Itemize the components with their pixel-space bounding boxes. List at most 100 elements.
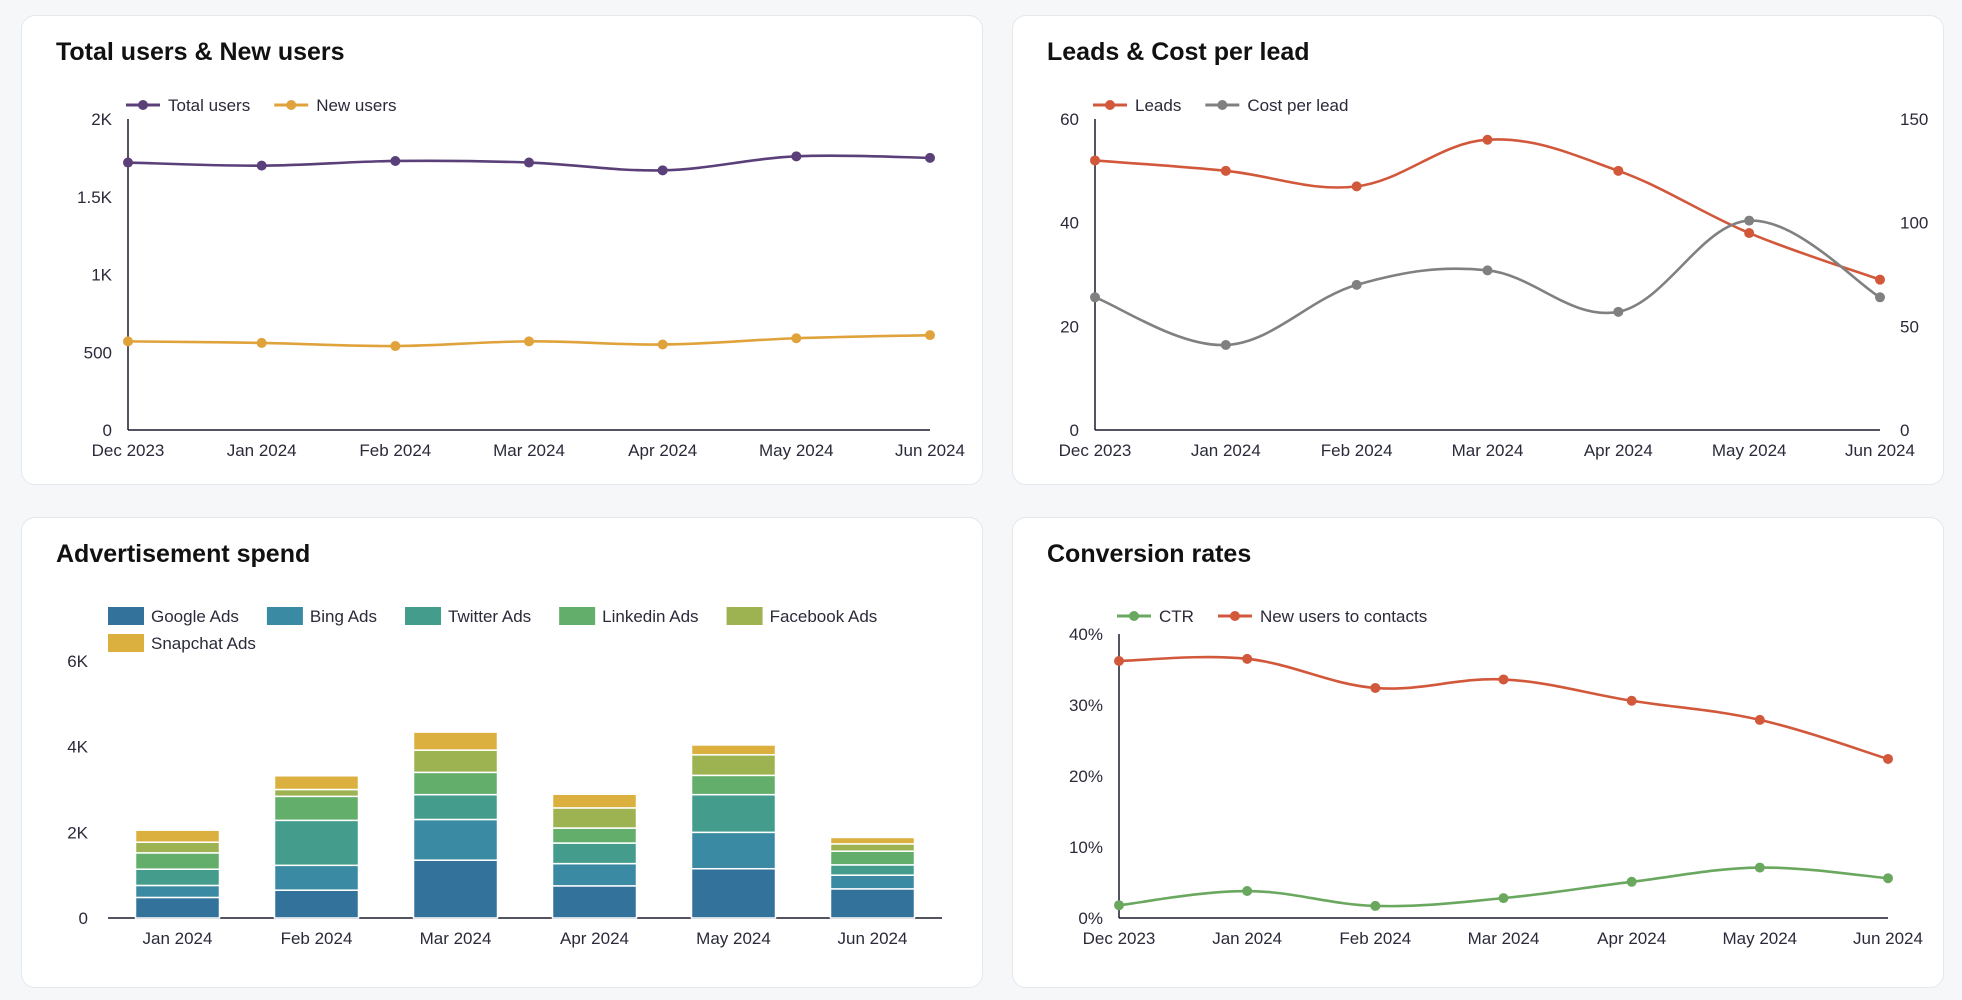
data-point-leads (1221, 166, 1231, 176)
x-tick-label: Mar 2024 (1468, 929, 1540, 948)
data-point-cost_per_lead (1613, 307, 1623, 317)
legend-label-new_users: New users (316, 96, 396, 115)
data-point-cost_per_lead (1744, 216, 1754, 226)
bar-segment-facebook_ads (553, 808, 637, 828)
legend-label-facebook_ads: Facebook Ads (770, 607, 878, 626)
bar-segment-bing_ads (692, 832, 776, 868)
data-point-total_users (123, 158, 133, 168)
x-tick-label: Dec 2023 (1083, 929, 1156, 948)
bar-segment-google_ads (136, 897, 220, 918)
legend-marker-new_users (286, 100, 296, 110)
x-tick-label: Jan 2024 (1191, 441, 1261, 460)
data-point-new_users (123, 336, 133, 346)
data-point-ctr (1242, 886, 1252, 896)
data-point-leads (1744, 228, 1754, 238)
data-point-new_users (791, 333, 801, 343)
bar-segment-linkedin_ads (275, 796, 359, 820)
data-point-new_users (257, 338, 267, 348)
data-point-new_users_to_contacts (1370, 683, 1380, 693)
y-tick-label: 1K (91, 266, 112, 285)
legend-marker-new_users_to_contacts (1230, 611, 1240, 621)
legend-marker-total_users (138, 100, 148, 110)
x-tick-label: Apr 2024 (1584, 441, 1653, 460)
bar-segment-snapchat_ads (831, 837, 915, 843)
x-tick-label: Apr 2024 (628, 441, 697, 460)
bar-segment-facebook_ads (414, 750, 498, 772)
y-tick-label: 30% (1069, 696, 1103, 715)
bar-segment-linkedin_ads (553, 828, 637, 843)
data-point-total_users (925, 153, 935, 163)
data-point-cost_per_lead (1090, 292, 1100, 302)
data-point-cost_per_lead (1875, 292, 1885, 302)
x-tick-label: Feb 2024 (1339, 929, 1411, 948)
data-point-new_users_to_contacts (1114, 656, 1124, 666)
conversion-rates-card: Conversion rates 0% 10% 20% 30% 40% Dec 2023 J… (1012, 517, 1944, 988)
data-point-new_users_to_contacts (1755, 715, 1765, 725)
y-tick-label: 60 (1060, 110, 1079, 129)
data-point-total_users (390, 156, 400, 166)
data-point-new_users (925, 330, 935, 340)
bar-segment-facebook_ads (136, 842, 220, 853)
legend-marker-leads (1105, 100, 1115, 110)
x-tick-label: Dec 2023 (1059, 441, 1132, 460)
data-point-total_users (658, 165, 668, 175)
bar-segment-twitter_ads (692, 795, 776, 833)
legend-swatch-twitter_ads (405, 607, 441, 625)
bar-segment-linkedin_ads (136, 853, 220, 869)
y-tick-label: 20% (1069, 767, 1103, 786)
bar-segment-facebook_ads (275, 790, 359, 797)
legend-marker-cost_per_lead (1217, 100, 1227, 110)
data-point-leads (1090, 155, 1100, 165)
bar-segment-bing_ads (831, 875, 915, 889)
legend-label-linkedin_ads: Linkedin Ads (602, 607, 698, 626)
x-tick-label: Jun 2024 (838, 929, 908, 948)
data-point-total_users (524, 158, 534, 168)
legend-label-new_users_to_contacts: New users to contacts (1260, 607, 1427, 626)
total-users-chart: 0 500 1K 1.5K 2K Dec 2023 Jan 2024 Feb 2024 Mar … (22, 16, 984, 486)
x-tick-label: Jun 2024 (1845, 441, 1915, 460)
data-point-new_users_to_contacts (1242, 654, 1252, 664)
data-point-leads (1352, 181, 1362, 191)
bar-segment-google_ads (553, 886, 637, 918)
conversion-rates-chart: 0% 10% 20% 30% 40% Dec 2023 Jan 2024 Feb 2024 Ma… (1013, 518, 1945, 989)
bar-segment-twitter_ads (275, 820, 359, 865)
y2-tick-label: 150 (1900, 110, 1928, 129)
x-tick-label: Jan 2024 (143, 929, 213, 948)
legend-swatch-linkedin_ads (559, 607, 595, 625)
bar-segment-google_ads (414, 860, 498, 918)
data-point-new_users_to_contacts (1883, 754, 1893, 764)
y2-tick-label: 0 (1900, 421, 1909, 440)
bar-segment-snapchat_ads (136, 830, 220, 842)
bar-segment-twitter_ads (136, 869, 220, 885)
data-point-leads (1613, 166, 1623, 176)
data-point-new_users_to_contacts (1627, 696, 1637, 706)
bar-segment-twitter_ads (414, 795, 498, 820)
data-point-new_users (524, 336, 534, 346)
data-point-ctr (1627, 877, 1637, 887)
data-point-ctr (1755, 863, 1765, 873)
legend-swatch-bing_ads (267, 607, 303, 625)
y-tick-label: 20 (1060, 317, 1079, 336)
bar-segment-twitter_ads (831, 865, 915, 875)
x-tick-label: Apr 2024 (560, 929, 629, 948)
bar-segment-google_ads (831, 889, 915, 918)
y-tick-label: 0% (1078, 909, 1103, 928)
data-point-leads (1483, 135, 1493, 145)
x-tick-label: Mar 2024 (420, 929, 492, 948)
bar-segment-twitter_ads (553, 843, 637, 864)
y-tick-label: 500 (84, 343, 112, 362)
bar-segment-facebook_ads (692, 755, 776, 776)
bar-segment-bing_ads (275, 865, 359, 890)
y-tick-label: 10% (1069, 838, 1103, 857)
bar-segment-snapchat_ads (553, 794, 637, 808)
legend-label-google_ads: Google Ads (151, 607, 239, 626)
data-point-total_users (791, 151, 801, 161)
x-tick-label: Jan 2024 (227, 441, 297, 460)
y-tick-label: 40% (1069, 625, 1103, 644)
y-tick-label: 4K (67, 738, 88, 757)
legend-label-leads: Leads (1135, 96, 1181, 115)
legend-label-ctr: CTR (1159, 607, 1194, 626)
y2-tick-label: 100 (1900, 214, 1928, 233)
ad-spend-chart: 0 2K 4K 6K Jan 2024 Feb 2024 Mar 2024 Apr 2024 M… (22, 518, 984, 989)
y-tick-label: 0 (103, 421, 112, 440)
